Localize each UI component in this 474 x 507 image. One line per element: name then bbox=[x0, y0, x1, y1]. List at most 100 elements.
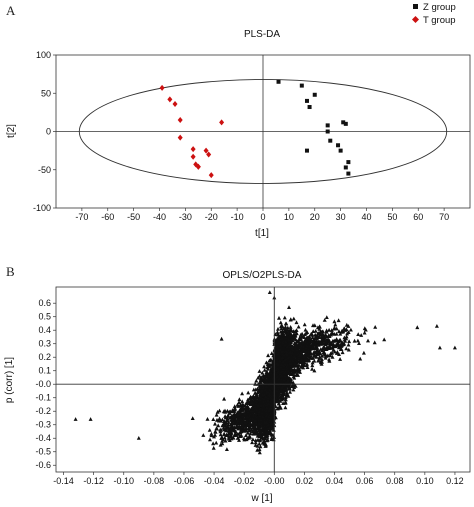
b-point bbox=[264, 384, 269, 389]
b-point bbox=[213, 433, 217, 437]
b-point bbox=[312, 358, 317, 363]
b-point bbox=[302, 353, 307, 358]
b-point bbox=[275, 352, 280, 356]
b-point bbox=[304, 343, 309, 348]
b-point bbox=[282, 374, 287, 378]
b-point bbox=[320, 353, 325, 358]
b-point bbox=[250, 400, 255, 405]
b-point bbox=[304, 331, 308, 335]
b-point bbox=[286, 337, 291, 342]
b-point bbox=[361, 350, 366, 355]
b-point bbox=[330, 350, 334, 355]
b-point bbox=[246, 390, 251, 395]
b-xtick-label: 0.12 bbox=[446, 476, 464, 486]
b-point bbox=[274, 388, 279, 393]
b-point bbox=[346, 342, 351, 347]
b-point bbox=[222, 396, 227, 401]
panel-a-xlabel: t[1] bbox=[255, 228, 269, 239]
b-point bbox=[266, 422, 271, 427]
b-point bbox=[276, 326, 280, 331]
b-point bbox=[262, 420, 267, 424]
b-point bbox=[266, 396, 270, 400]
b-point bbox=[243, 420, 248, 425]
b-point bbox=[214, 426, 219, 431]
z-group-point bbox=[328, 138, 333, 143]
b-point bbox=[215, 409, 220, 414]
b-point bbox=[290, 350, 295, 355]
b-point bbox=[287, 342, 292, 347]
b-point bbox=[309, 331, 314, 336]
b-point bbox=[211, 417, 216, 421]
b-point bbox=[310, 339, 315, 344]
b-point bbox=[287, 376, 292, 380]
b-point bbox=[211, 441, 216, 446]
panel-b-points bbox=[73, 290, 457, 455]
b-point bbox=[290, 346, 295, 350]
b-point bbox=[267, 387, 272, 392]
b-xtick-label: -0.10 bbox=[113, 476, 134, 486]
b-point bbox=[224, 433, 229, 437]
b-point bbox=[301, 347, 306, 352]
a-xtick-label: -40 bbox=[153, 212, 166, 222]
b-outlier-point bbox=[136, 436, 141, 440]
b-point bbox=[283, 397, 288, 402]
b-point bbox=[231, 414, 236, 418]
b-ytick-label: 0.3 bbox=[38, 339, 51, 349]
b-point bbox=[241, 403, 246, 408]
b-point bbox=[309, 351, 313, 355]
b-point bbox=[277, 359, 282, 363]
b-point bbox=[311, 344, 316, 349]
b-point bbox=[229, 425, 234, 430]
b-point bbox=[288, 390, 292, 394]
b-point bbox=[257, 369, 262, 373]
b-point bbox=[330, 354, 335, 359]
b-point bbox=[207, 428, 212, 432]
b-point bbox=[292, 363, 297, 368]
b-point bbox=[338, 338, 343, 343]
z-group-point bbox=[346, 171, 351, 176]
b-point bbox=[214, 412, 219, 417]
b-xtick-label: -0.04 bbox=[204, 476, 225, 486]
b-point bbox=[267, 412, 272, 417]
b-point bbox=[246, 425, 251, 430]
b-xtick-label: -0.12 bbox=[83, 476, 104, 486]
b-point bbox=[293, 384, 298, 388]
t-group-point bbox=[219, 119, 225, 126]
b-point bbox=[286, 368, 291, 373]
b-point bbox=[287, 305, 291, 309]
b-point bbox=[224, 447, 229, 451]
b-point bbox=[325, 344, 330, 349]
b-point bbox=[257, 421, 262, 425]
b-point bbox=[228, 434, 233, 439]
b-point bbox=[267, 428, 272, 432]
b-point bbox=[294, 328, 299, 332]
b-point bbox=[313, 329, 318, 333]
b-point bbox=[266, 364, 271, 369]
b-point bbox=[317, 356, 322, 360]
b-point bbox=[271, 427, 276, 432]
b-point bbox=[260, 408, 265, 413]
b-point bbox=[253, 391, 258, 395]
b-point bbox=[291, 316, 296, 321]
b-point bbox=[245, 430, 250, 435]
b-point bbox=[238, 408, 243, 413]
b-point bbox=[237, 423, 242, 428]
t-group-point bbox=[190, 153, 196, 160]
panel-a-ticks: -70 -60 -50 -40 -30 -20 -10 0 10 20 30 40 50 60 70-100… bbox=[33, 50, 449, 222]
b-point bbox=[234, 421, 239, 426]
panel-a-title: PLS-DA bbox=[244, 29, 280, 40]
b-point bbox=[248, 394, 253, 399]
b-point bbox=[283, 324, 288, 329]
b-point bbox=[285, 344, 290, 349]
b-point bbox=[303, 338, 308, 343]
b-point bbox=[347, 339, 352, 344]
b-point bbox=[282, 329, 287, 333]
b-point bbox=[315, 333, 320, 338]
b-point bbox=[281, 363, 286, 368]
b-point bbox=[263, 444, 268, 448]
b-point bbox=[275, 374, 280, 379]
b-point bbox=[235, 412, 240, 417]
b-point bbox=[301, 334, 306, 339]
b-point bbox=[294, 339, 299, 343]
b-point bbox=[334, 351, 339, 355]
